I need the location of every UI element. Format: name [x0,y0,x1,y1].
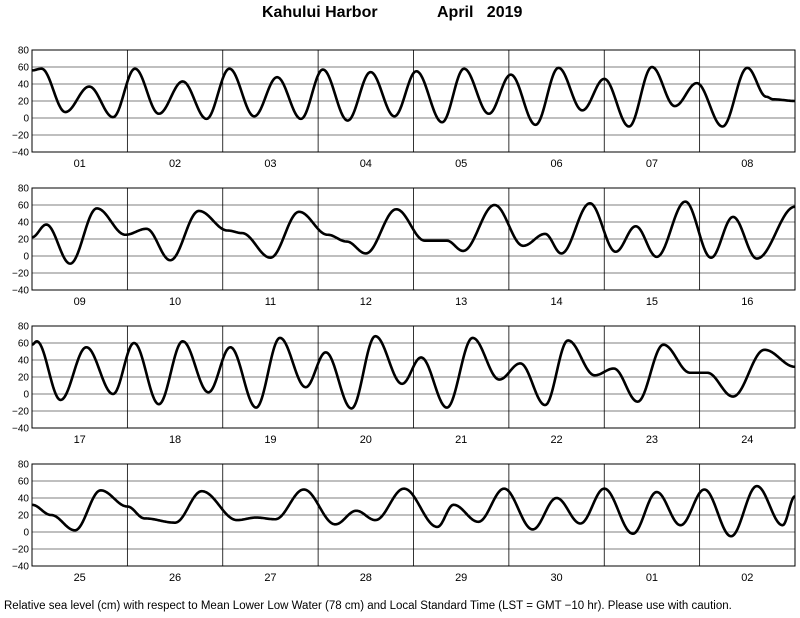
day-label: 23 [646,434,658,446]
day-label: 04 [360,158,372,170]
tide-line [31,334,796,410]
y-tick-label: 20 [18,373,30,384]
day-label: 25 [74,572,86,584]
day-label: 16 [741,296,753,308]
y-tick-label: −20 [12,545,29,556]
day-label: 19 [264,434,276,446]
day-label: 02 [169,158,181,170]
day-label: 24 [741,434,753,446]
y-tick-label: 40 [18,494,30,505]
y-tick-label: 0 [23,114,29,125]
day-label: 13 [455,296,467,308]
y-tick-label: 80 [18,460,30,471]
y-tick-label: −20 [12,131,29,142]
y-tick-label: 80 [18,322,30,333]
y-tick-label: −40 [12,148,29,159]
day-label: 30 [550,572,562,584]
day-label: 22 [550,434,562,446]
day-label: 01 [646,572,658,584]
title-month: April [437,4,474,21]
day-label: 18 [169,434,181,446]
y-tick-label: 20 [18,235,30,246]
day-label: 15 [646,296,658,308]
day-label: 21 [455,434,467,446]
y-tick-label: 20 [18,97,30,108]
panel-frame [31,463,796,567]
day-label: 14 [550,296,562,308]
day-label: 11 [265,296,276,308]
tide-line [31,484,796,538]
day-label: 26 [169,572,181,584]
y-tick-label: 20 [18,511,30,522]
day-label: 06 [550,158,562,170]
day-label: 02 [741,572,753,584]
day-label: 03 [264,158,276,170]
day-label: 29 [455,572,467,584]
day-label: 01 [74,158,86,170]
chart-title: Kahului Harbor April 2019 [0,4,800,26]
footnote: Relative sea level (cm) with respect to … [4,600,732,612]
day-label: 27 [264,572,276,584]
y-tick-label: 0 [23,252,29,263]
y-tick-label: 40 [18,218,30,229]
panel-frame [31,187,796,291]
tide-line [31,65,796,128]
panel-frame [31,325,796,429]
day-label: 17 [74,434,86,446]
y-tick-label: −20 [12,269,29,280]
day-label: 12 [360,296,372,308]
y-tick-label: 60 [18,63,30,74]
y-tick-label: 60 [18,477,30,488]
y-tick-label: 0 [23,390,29,401]
panel-frame [31,49,796,153]
day-label: 09 [74,296,86,308]
day-label: 28 [360,572,372,584]
day-label: 07 [646,158,658,170]
y-tick-label: 40 [18,356,30,367]
day-label: 05 [455,158,467,170]
y-tick-label: 60 [18,201,30,212]
day-label: 08 [741,158,753,170]
y-tick-label: −20 [12,407,29,418]
y-tick-label: −40 [12,286,29,297]
y-tick-label: 80 [18,184,30,195]
y-tick-label: −40 [12,424,29,435]
day-label: 20 [360,434,372,446]
day-label: 10 [169,296,181,308]
y-tick-label: −40 [12,562,29,573]
y-tick-label: 80 [18,46,30,57]
y-tick-label: 0 [23,528,29,539]
title-period: April 2019 [437,4,522,22]
title-year: 2019 [486,4,523,21]
y-tick-label: 40 [18,80,30,91]
tide-line [31,200,796,265]
station-name: Kahului Harbor [262,4,378,21]
y-tick-label: 60 [18,339,30,350]
